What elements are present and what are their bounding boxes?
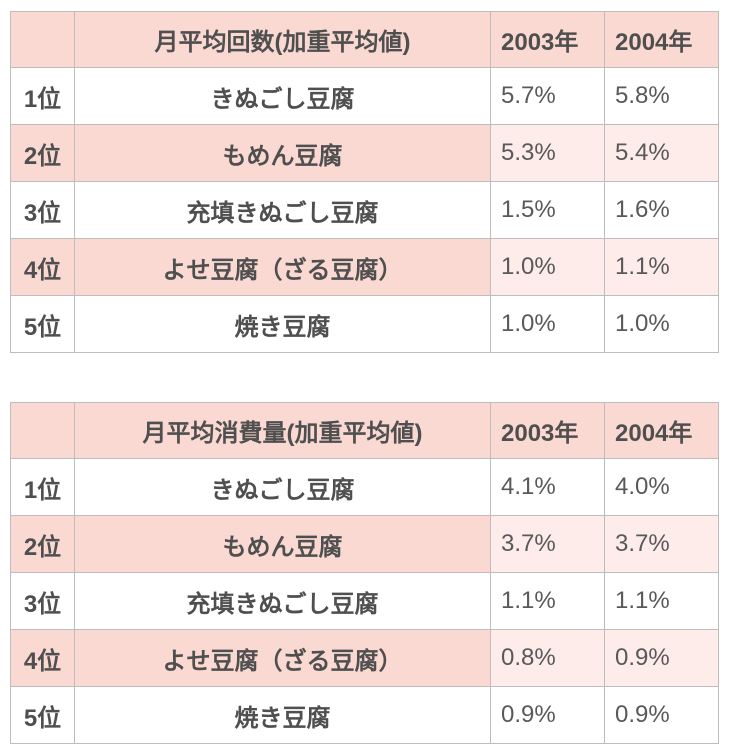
header-row: 月平均消費量(加重平均値) 2003年 2004年 bbox=[10, 402, 719, 459]
table-row: 4位 よせ豆腐（ざる豆腐） 0.8% 0.9% bbox=[10, 629, 719, 687]
table-row: 3位 充填きぬごし豆腐 1.1% 1.1% bbox=[10, 572, 719, 630]
value-2003-cell: 1.5% bbox=[490, 181, 605, 239]
item-name-cell: 充填きぬごし豆腐 bbox=[74, 181, 491, 239]
consumption-table-head: 月平均消費量(加重平均値) 2003年 2004年 bbox=[10, 402, 719, 459]
item-name-cell: 充填きぬごし豆腐 bbox=[74, 572, 491, 630]
item-name-cell: よせ豆腐（ざる豆腐） bbox=[74, 238, 491, 296]
value-2004-cell: 0.9% bbox=[604, 629, 719, 687]
table-row: 5位 焼き豆腐 0.9% 0.9% bbox=[10, 686, 719, 744]
rank-cell: 2位 bbox=[10, 515, 75, 573]
item-name-cell: よせ豆腐（ざる豆腐） bbox=[74, 629, 491, 687]
table-row: 4位 よせ豆腐（ざる豆腐） 1.0% 1.1% bbox=[10, 238, 719, 296]
value-2003-cell: 5.3% bbox=[490, 124, 605, 182]
value-2004-cell: 5.4% bbox=[604, 124, 719, 182]
rank-cell: 3位 bbox=[10, 572, 75, 630]
rank-cell: 1位 bbox=[10, 67, 75, 125]
table-row: 2位 もめん豆腐 5.3% 5.4% bbox=[10, 124, 719, 182]
year-2004-header: 2004年 bbox=[604, 402, 719, 459]
year-2003-header: 2003年 bbox=[490, 11, 605, 68]
item-name-cell: きぬごし豆腐 bbox=[74, 458, 491, 516]
table-row: 2位 もめん豆腐 3.7% 3.7% bbox=[10, 515, 719, 573]
rank-cell: 1位 bbox=[10, 458, 75, 516]
rank-cell: 5位 bbox=[10, 295, 75, 353]
value-2003-cell: 4.1% bbox=[490, 458, 605, 516]
frequency-table-head: 月平均回数(加重平均値) 2003年 2004年 bbox=[10, 11, 719, 68]
rank-cell: 5位 bbox=[10, 686, 75, 744]
consumption-table-body: 1位 きぬごし豆腐 4.1% 4.0% 2位 もめん豆腐 3.7% 3.7% 3… bbox=[10, 458, 719, 744]
header-row: 月平均回数(加重平均値) 2003年 2004年 bbox=[10, 11, 719, 68]
value-2003-cell: 3.7% bbox=[490, 515, 605, 573]
value-2003-cell: 1.0% bbox=[490, 238, 605, 296]
value-2004-cell: 3.7% bbox=[604, 515, 719, 573]
value-2004-cell: 0.9% bbox=[604, 686, 719, 744]
frequency-rank-table: 月平均回数(加重平均値) 2003年 2004年 1位 きぬごし豆腐 5.7% … bbox=[10, 11, 719, 353]
table-row: 1位 きぬごし豆腐 5.7% 5.8% bbox=[10, 67, 719, 125]
rank-cell: 4位 bbox=[10, 629, 75, 687]
item-name-cell: もめん豆腐 bbox=[74, 515, 491, 573]
rank-header-cell bbox=[10, 402, 75, 459]
table-title-cell: 月平均消費量(加重平均値) bbox=[74, 402, 491, 459]
value-2003-cell: 5.7% bbox=[490, 67, 605, 125]
value-2003-cell: 1.1% bbox=[490, 572, 605, 630]
value-2004-cell: 1.6% bbox=[604, 181, 719, 239]
value-2004-cell: 1.1% bbox=[604, 238, 719, 296]
value-2004-cell: 1.0% bbox=[604, 295, 719, 353]
table-row: 3位 充填きぬごし豆腐 1.5% 1.6% bbox=[10, 181, 719, 239]
consumption-rank-table: 月平均消費量(加重平均値) 2003年 2004年 1位 きぬごし豆腐 4.1%… bbox=[10, 402, 719, 744]
rank-cell: 3位 bbox=[10, 181, 75, 239]
frequency-table-body: 1位 きぬごし豆腐 5.7% 5.8% 2位 もめん豆腐 5.3% 5.4% 3… bbox=[10, 67, 719, 353]
item-name-cell: きぬごし豆腐 bbox=[74, 67, 491, 125]
year-2004-header: 2004年 bbox=[604, 11, 719, 68]
item-name-cell: 焼き豆腐 bbox=[74, 686, 491, 744]
rank-cell: 4位 bbox=[10, 238, 75, 296]
value-2004-cell: 4.0% bbox=[604, 458, 719, 516]
table-row: 1位 きぬごし豆腐 4.1% 4.0% bbox=[10, 458, 719, 516]
rank-header-cell bbox=[10, 11, 75, 68]
rank-cell: 2位 bbox=[10, 124, 75, 182]
item-name-cell: 焼き豆腐 bbox=[74, 295, 491, 353]
value-2003-cell: 0.8% bbox=[490, 629, 605, 687]
value-2004-cell: 5.8% bbox=[604, 67, 719, 125]
value-2003-cell: 0.9% bbox=[490, 686, 605, 744]
year-2003-header: 2003年 bbox=[490, 402, 605, 459]
value-2004-cell: 1.1% bbox=[604, 572, 719, 630]
table-title-cell: 月平均回数(加重平均値) bbox=[74, 11, 491, 68]
table-row: 5位 焼き豆腐 1.0% 1.0% bbox=[10, 295, 719, 353]
value-2003-cell: 1.0% bbox=[490, 295, 605, 353]
item-name-cell: もめん豆腐 bbox=[74, 124, 491, 182]
